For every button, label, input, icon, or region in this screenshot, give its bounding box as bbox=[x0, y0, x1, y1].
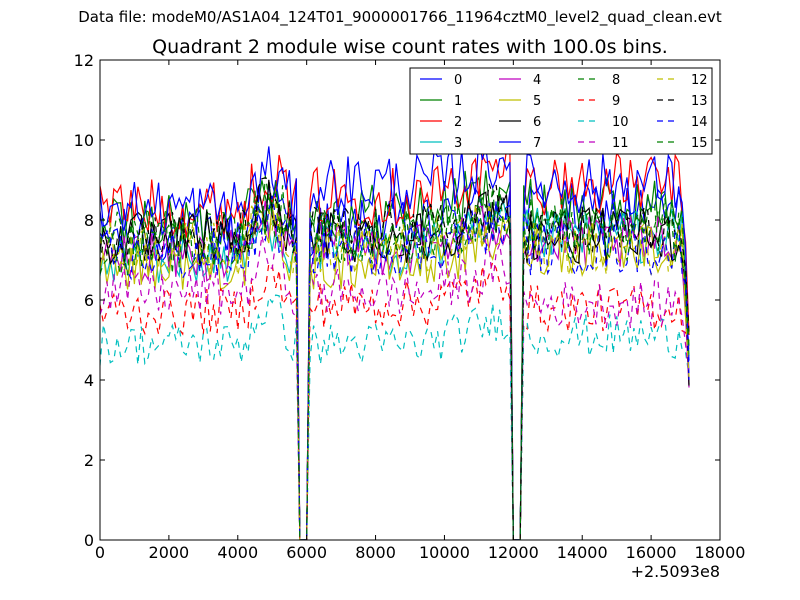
x-tick-label: 14000 bbox=[557, 543, 608, 562]
x-offset-label: +2.5093e8 bbox=[631, 562, 720, 581]
series-line-11 bbox=[100, 235, 690, 540]
series-line-8 bbox=[100, 175, 690, 540]
legend-label-8: 8 bbox=[612, 73, 620, 88]
series-line-7 bbox=[100, 136, 690, 540]
legend-label-15: 15 bbox=[691, 136, 708, 151]
x-tick-label: 18000 bbox=[695, 543, 746, 562]
legend-label-2: 2 bbox=[454, 115, 462, 130]
series-line-12 bbox=[100, 200, 690, 540]
y-tick-label: 8 bbox=[84, 211, 94, 230]
x-tick-label: 4000 bbox=[217, 543, 258, 562]
legend-label-6: 6 bbox=[533, 115, 541, 130]
y-tick-label: 12 bbox=[74, 51, 94, 70]
legend-label-1: 1 bbox=[454, 94, 462, 109]
x-tick-label: 8000 bbox=[355, 543, 396, 562]
legend-label-0: 0 bbox=[454, 73, 462, 88]
series-line-15 bbox=[100, 187, 690, 540]
series-line-14 bbox=[100, 195, 690, 540]
y-tick-label: 0 bbox=[84, 531, 94, 550]
legend-label-14: 14 bbox=[691, 115, 708, 130]
y-tick-label: 2 bbox=[84, 451, 94, 470]
axis-layer: 0 2000 4000 6000 8000 10000 12000 14000 16000 180… bbox=[74, 51, 746, 562]
x-tick-label: 10000 bbox=[419, 543, 470, 562]
x-tick-label: 0 bbox=[95, 543, 105, 562]
series-layer bbox=[100, 136, 690, 540]
y-tick-label: 6 bbox=[84, 291, 94, 310]
x-tick-label: 2000 bbox=[149, 543, 190, 562]
legend-label-7: 7 bbox=[533, 136, 541, 151]
chart-title: Quadrant 2 module wise count rates with … bbox=[152, 36, 668, 58]
legend-box bbox=[409, 67, 713, 155]
y-tick-label: 4 bbox=[84, 371, 94, 390]
legend-label-12: 12 bbox=[691, 73, 708, 88]
legend-label-4: 4 bbox=[533, 73, 541, 88]
legend-label-5: 5 bbox=[533, 94, 541, 109]
x-tick-label: 16000 bbox=[626, 543, 677, 562]
x-tick-label: 6000 bbox=[286, 543, 327, 562]
series-line-10 bbox=[100, 294, 690, 540]
legend-label-10: 10 bbox=[612, 115, 629, 130]
series-line-9 bbox=[100, 260, 690, 540]
legend-label-13: 13 bbox=[691, 94, 708, 109]
x-tick-label: 12000 bbox=[488, 543, 539, 562]
legend-label-3: 3 bbox=[454, 136, 462, 151]
series-line-6 bbox=[100, 179, 690, 540]
legend-label-11: 11 bbox=[612, 136, 629, 151]
y-tick-label: 10 bbox=[74, 131, 94, 150]
figure-suptitle: Data file: modeM0/AS1A04_124T01_90000017… bbox=[78, 8, 722, 26]
legend-label-9: 9 bbox=[612, 94, 620, 109]
